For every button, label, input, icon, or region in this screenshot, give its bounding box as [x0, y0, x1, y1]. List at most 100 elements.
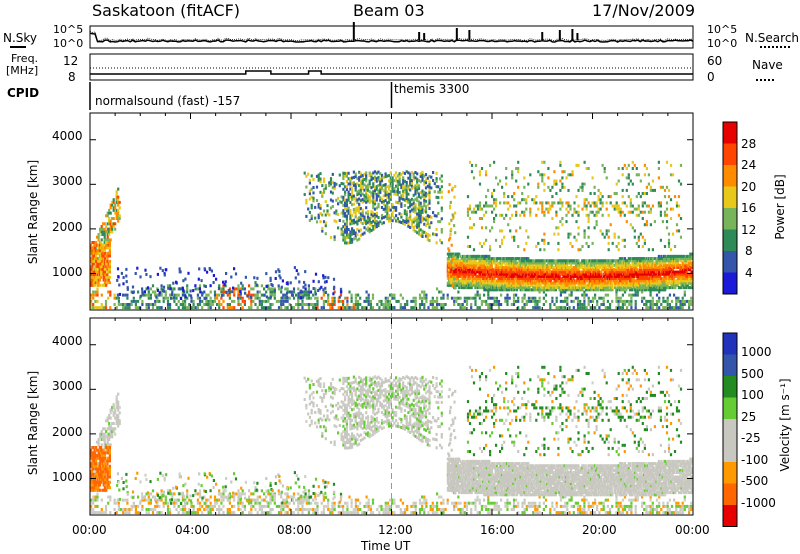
- power-cell: [616, 263, 619, 267]
- power-cell: [655, 268, 658, 272]
- power-cell: [414, 171, 417, 174]
- power-cell: [676, 272, 679, 276]
- power-cell: [506, 293, 509, 297]
- power-cell: [685, 272, 688, 276]
- power-cell: [509, 279, 512, 283]
- power-cell: [622, 272, 625, 276]
- power-cell: [319, 172, 322, 176]
- power-cell: [319, 180, 322, 184]
- power-cell: [649, 288, 652, 292]
- power-cell: [511, 195, 514, 199]
- power-cell: [654, 277, 657, 281]
- power-cell: [369, 303, 372, 306]
- power-cell: [474, 259, 477, 263]
- power-cell: [151, 303, 155, 306]
- power-cell: [529, 277, 532, 281]
- power-cell: [118, 200, 121, 204]
- power-cell: [435, 227, 438, 231]
- power-cell: [618, 270, 622, 274]
- power-cell: [312, 196, 315, 200]
- power-cell: [646, 263, 649, 267]
- power-cell: [396, 182, 399, 186]
- power-cell: [547, 207, 550, 211]
- power-cell: [569, 288, 573, 292]
- power-cell: [474, 293, 477, 297]
- power-cell: [359, 191, 362, 195]
- power-cell: [96, 287, 99, 291]
- power-cell: [553, 170, 556, 174]
- power-cell: [485, 277, 488, 281]
- power-cell: [359, 296, 362, 300]
- power-cell: [115, 217, 118, 220]
- power-cell: [627, 281, 630, 285]
- power-cell: [487, 257, 490, 261]
- power-cell: [553, 268, 556, 272]
- power-cell: [639, 288, 642, 292]
- power-cell: [602, 279, 605, 283]
- power-cell: [664, 263, 667, 267]
- power-cell: [662, 299, 665, 303]
- power-cell: [333, 296, 336, 300]
- power-cell: [468, 204, 472, 208]
- power-cell: [651, 277, 654, 281]
- power-cell: [546, 259, 549, 263]
- power-cell: [370, 223, 373, 227]
- power-cell: [223, 282, 226, 286]
- power-cell: [359, 172, 362, 176]
- power-ytick-2000: 2000: [52, 220, 83, 234]
- power-cell: [558, 286, 561, 290]
- power-cell: [108, 227, 111, 231]
- power-cell: [428, 199, 431, 202]
- power-cell: [459, 261, 462, 265]
- power-cell: [637, 286, 640, 290]
- power-cell: [459, 272, 462, 276]
- power-cell: [196, 293, 199, 297]
- power-cell: [322, 274, 325, 278]
- power-cell: [269, 279, 272, 283]
- power-cell: [103, 275, 106, 279]
- power-cell: [667, 272, 671, 276]
- power-cell: [162, 289, 165, 293]
- power-cell: [90, 270, 93, 274]
- power-cell: [164, 293, 167, 297]
- power-cell: [319, 190, 322, 194]
- power-cell: [384, 296, 387, 300]
- power-cell: [554, 263, 557, 267]
- power-cell: [529, 261, 532, 265]
- power-cell: [396, 185, 399, 189]
- power-cell: [469, 272, 472, 276]
- power-cell: [169, 303, 172, 306]
- power-cell: [102, 275, 105, 279]
- power-cell: [118, 292, 122, 296]
- power-cell: [398, 212, 401, 216]
- power-cell: [642, 268, 645, 272]
- power-cell: [181, 303, 184, 306]
- power-cell: [630, 270, 633, 274]
- power-cell: [581, 283, 584, 287]
- power-cell: [474, 281, 477, 285]
- power-cell: [683, 268, 686, 272]
- power-cell: [573, 270, 576, 274]
- power-cell: [553, 303, 556, 306]
- power-cell: [608, 288, 611, 292]
- power-cell: [310, 174, 313, 178]
- power-cell: [538, 274, 541, 278]
- power-cell: [365, 296, 368, 300]
- power-cell: [657, 266, 660, 269]
- power-cell: [585, 283, 588, 287]
- power-cell: [494, 286, 497, 290]
- power-cell: [544, 283, 547, 287]
- power-cell: [656, 277, 659, 281]
- power-cell: [254, 303, 257, 306]
- power-cell: [564, 288, 568, 292]
- power-cell: [514, 257, 517, 261]
- power-cell: [679, 272, 682, 276]
- power-cell: [562, 290, 565, 294]
- power-cell: [573, 266, 576, 269]
- power-cell: [585, 306, 588, 310]
- power-cell: [482, 272, 485, 276]
- power-cell: [469, 286, 472, 290]
- power-cell: [365, 179, 368, 183]
- power-cell: [288, 296, 291, 300]
- power-cell: [405, 180, 408, 184]
